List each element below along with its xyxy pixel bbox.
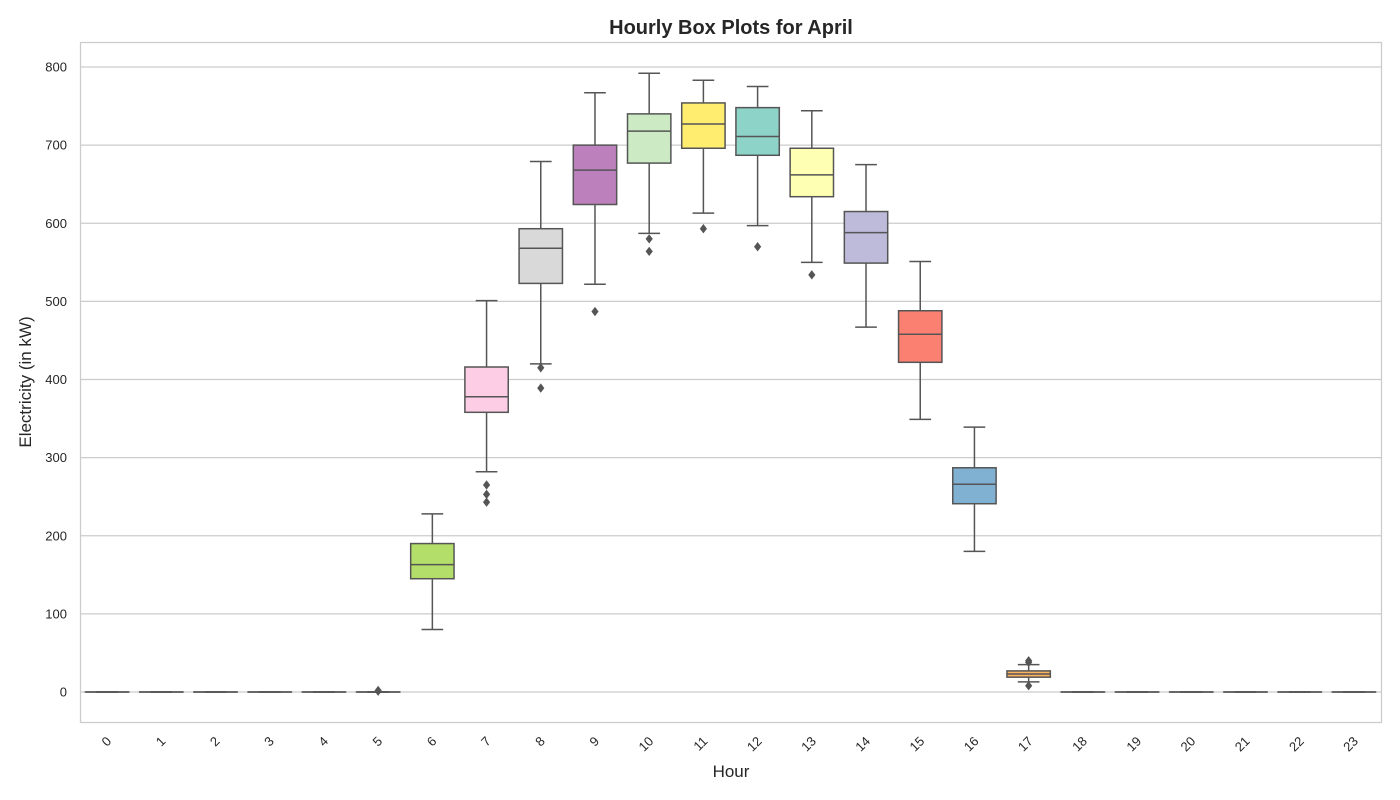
iqr-box <box>735 106 781 157</box>
iqr-box <box>952 467 997 505</box>
y-tick-label-300: 300 <box>45 450 67 465</box>
box-hour-17 <box>1006 656 1052 691</box>
outlier-point-2 <box>1025 681 1033 691</box>
iqr-box <box>843 210 889 264</box>
iqr-box <box>572 144 618 206</box>
iqr-box <box>464 366 509 414</box>
y-tick-label-500: 500 <box>45 294 67 309</box>
box-hour-10 <box>626 72 672 257</box>
outlier-point-1 <box>645 246 653 257</box>
grid-lines <box>80 66 1381 693</box>
y-tick-label-600: 600 <box>45 216 67 231</box>
outlier-point-2 <box>482 497 491 507</box>
box-hour-15 <box>897 260 943 421</box>
box-hour-16 <box>952 426 997 553</box>
outlier-point-0 <box>482 480 491 490</box>
box-hour-7 <box>464 299 509 507</box>
iqr-box <box>897 310 943 364</box>
outlier-point-1 <box>374 685 382 696</box>
outlier-point-1 <box>537 383 545 393</box>
outlier-point-1 <box>482 489 491 500</box>
box-hour-8 <box>518 160 564 393</box>
y-tick-labels: 0 100 200 300 400 500 600 700 800 <box>45 60 67 700</box>
outlier-point-1 <box>1025 656 1033 666</box>
y-tick-label-0: 0 <box>60 685 67 700</box>
plot-frame <box>79 41 1383 724</box>
iqr-box <box>680 102 726 149</box>
outlier-point-0 <box>699 224 707 234</box>
box-hour-9 <box>572 92 618 317</box>
chart-title: Hourly Box Plots for April <box>609 17 853 39</box>
box-hour-12 <box>735 85 781 252</box>
iqr-box <box>518 227 564 285</box>
outlier-point-0 <box>645 234 653 244</box>
outlier-point-0 <box>808 270 816 280</box>
boxes <box>84 72 1377 696</box>
outlier-point-0 <box>754 242 762 252</box>
box-hour-14 <box>843 163 889 328</box>
iqr-box <box>626 113 672 164</box>
y-tick-label-200: 200 <box>45 528 67 543</box>
outlier-point-0 <box>591 306 599 317</box>
y-tick-label-700: 700 <box>45 138 67 153</box>
box-hour-5 <box>355 685 401 696</box>
iqr-box <box>789 147 835 198</box>
iqr-box <box>409 542 455 580</box>
y-tick-label-100: 100 <box>45 606 67 621</box>
box-hour-6 <box>409 513 455 631</box>
box-hour-13 <box>789 110 835 280</box>
outlier-point-0 <box>537 363 545 373</box>
y-axis-label: Electricity (in kW) <box>16 316 35 447</box>
box-hour-11 <box>680 79 726 234</box>
x-axis-label: Hour <box>713 762 750 781</box>
y-tick-label-800: 800 <box>45 60 67 75</box>
y-tick-label-400: 400 <box>45 372 67 387</box>
